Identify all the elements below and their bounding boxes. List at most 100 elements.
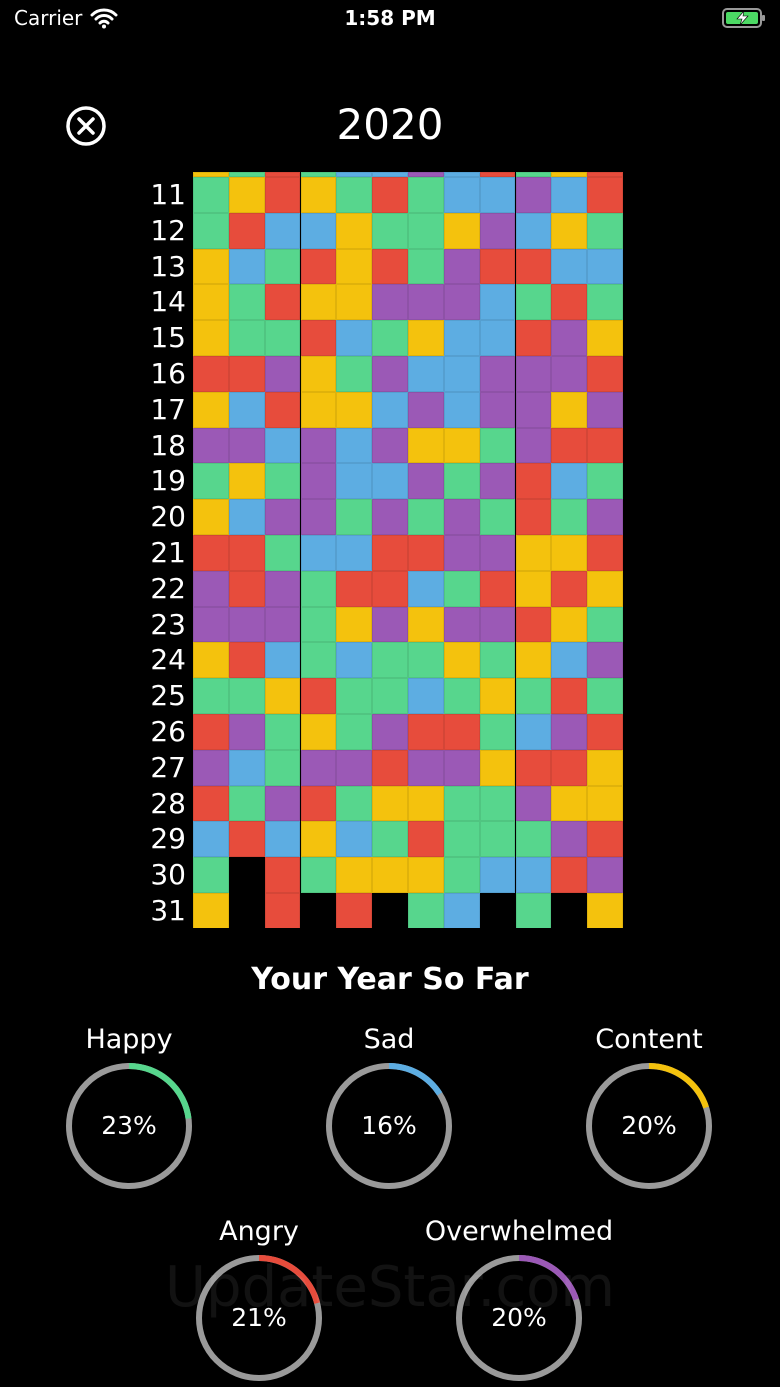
day-cell[interactable] — [515, 785, 552, 822]
day-cell[interactable] — [300, 785, 337, 822]
day-cell[interactable] — [264, 642, 301, 679]
day-cell[interactable] — [479, 749, 516, 786]
day-cell[interactable] — [408, 177, 444, 213]
day-cell[interactable] — [336, 821, 373, 858]
day-cell[interactable] — [300, 499, 337, 535]
day-cell[interactable] — [336, 212, 373, 249]
day-cell[interactable] — [443, 463, 480, 500]
day-cell[interactable] — [336, 749, 373, 786]
day-cell[interactable] — [551, 857, 588, 893]
day-cell[interactable] — [228, 821, 265, 858]
day-cell[interactable] — [408, 606, 444, 643]
day-cell[interactable] — [336, 570, 373, 607]
day-cell[interactable] — [515, 248, 552, 285]
day-cell[interactable] — [300, 821, 337, 858]
day-cell[interactable] — [408, 785, 444, 822]
day-cell[interactable] — [408, 463, 444, 500]
day-cell[interactable] — [193, 785, 229, 822]
day-cell[interactable] — [228, 391, 265, 428]
day-cell[interactable] — [372, 606, 408, 643]
day-cell[interactable] — [479, 606, 516, 643]
day-cell[interactable] — [372, 212, 408, 249]
day-cell[interactable] — [408, 320, 444, 356]
day-cell[interactable] — [551, 642, 588, 679]
day-cell[interactable] — [408, 535, 444, 571]
day-cell[interactable] — [408, 172, 444, 177]
day-cell[interactable] — [515, 570, 552, 607]
day-cell[interactable] — [408, 499, 444, 535]
day-cell[interactable] — [264, 821, 301, 858]
day-cell[interactable] — [228, 499, 265, 535]
day-cell[interactable] — [228, 463, 265, 500]
day-cell[interactable] — [336, 391, 373, 428]
day-cell[interactable] — [193, 356, 229, 392]
day-cell[interactable] — [336, 177, 373, 213]
day-cell[interactable] — [479, 642, 516, 679]
day-cell[interactable] — [515, 172, 552, 177]
day-cell[interactable] — [264, 391, 301, 428]
day-cell[interactable] — [300, 678, 337, 714]
day-cell[interactable] — [300, 749, 337, 786]
day-cell[interactable] — [193, 463, 229, 500]
day-cell[interactable] — [515, 427, 552, 464]
day-cell[interactable] — [443, 785, 480, 822]
day-cell[interactable] — [443, 248, 480, 285]
day-cell[interactable] — [228, 535, 265, 571]
day-cell[interactable] — [336, 678, 373, 714]
day-cell[interactable] — [587, 821, 623, 858]
day-cell[interactable] — [443, 821, 480, 858]
day-cell[interactable] — [443, 606, 480, 643]
day-cell[interactable] — [300, 391, 337, 428]
day-cell[interactable] — [300, 172, 337, 177]
day-cell[interactable] — [443, 212, 480, 249]
day-cell[interactable] — [479, 212, 516, 249]
day-cell[interactable] — [336, 499, 373, 535]
day-cell[interactable] — [372, 499, 408, 535]
day-cell[interactable] — [193, 749, 229, 786]
day-cell[interactable] — [228, 212, 265, 249]
day-cell[interactable] — [372, 356, 408, 392]
day-cell[interactable] — [336, 172, 373, 177]
day-cell[interactable] — [551, 535, 588, 571]
day-cell[interactable] — [336, 535, 373, 571]
day-cell[interactable] — [408, 427, 444, 464]
day-cell[interactable] — [408, 248, 444, 285]
day-cell[interactable] — [587, 356, 623, 392]
day-cell[interactable] — [228, 678, 265, 714]
day-cell[interactable] — [587, 893, 623, 928]
day-cell[interactable] — [372, 172, 408, 177]
day-cell[interactable] — [228, 248, 265, 285]
day-cell[interactable] — [193, 893, 229, 928]
day-cell[interactable] — [443, 284, 480, 321]
day-cell[interactable] — [264, 177, 301, 213]
day-cell[interactable] — [336, 463, 373, 500]
day-cell[interactable] — [443, 320, 480, 356]
day-cell[interactable] — [443, 177, 480, 213]
day-cell[interactable] — [193, 642, 229, 679]
day-cell[interactable] — [300, 463, 337, 500]
day-cell[interactable] — [408, 857, 444, 893]
day-cell[interactable] — [300, 535, 337, 571]
day-cell[interactable] — [515, 642, 552, 679]
day-cell[interactable] — [372, 821, 408, 858]
day-cell[interactable] — [408, 821, 444, 858]
day-cell[interactable] — [193, 857, 229, 893]
day-cell[interactable] — [587, 172, 623, 177]
day-cell[interactable] — [193, 427, 229, 464]
day-cell[interactable] — [372, 678, 408, 714]
day-cell[interactable] — [515, 606, 552, 643]
day-cell[interactable] — [479, 535, 516, 571]
day-cell[interactable] — [300, 857, 337, 893]
day-cell[interactable] — [515, 463, 552, 500]
day-cell[interactable] — [443, 857, 480, 893]
day-cell[interactable] — [587, 499, 623, 535]
day-cell[interactable] — [193, 821, 229, 858]
day-cell[interactable] — [193, 499, 229, 535]
day-cell[interactable] — [551, 606, 588, 643]
day-cell[interactable] — [193, 678, 229, 714]
day-cell[interactable] — [587, 320, 623, 356]
day-cell[interactable] — [300, 284, 337, 321]
day-cell[interactable] — [479, 284, 516, 321]
day-cell[interactable] — [551, 284, 588, 321]
day-cell[interactable] — [372, 749, 408, 786]
